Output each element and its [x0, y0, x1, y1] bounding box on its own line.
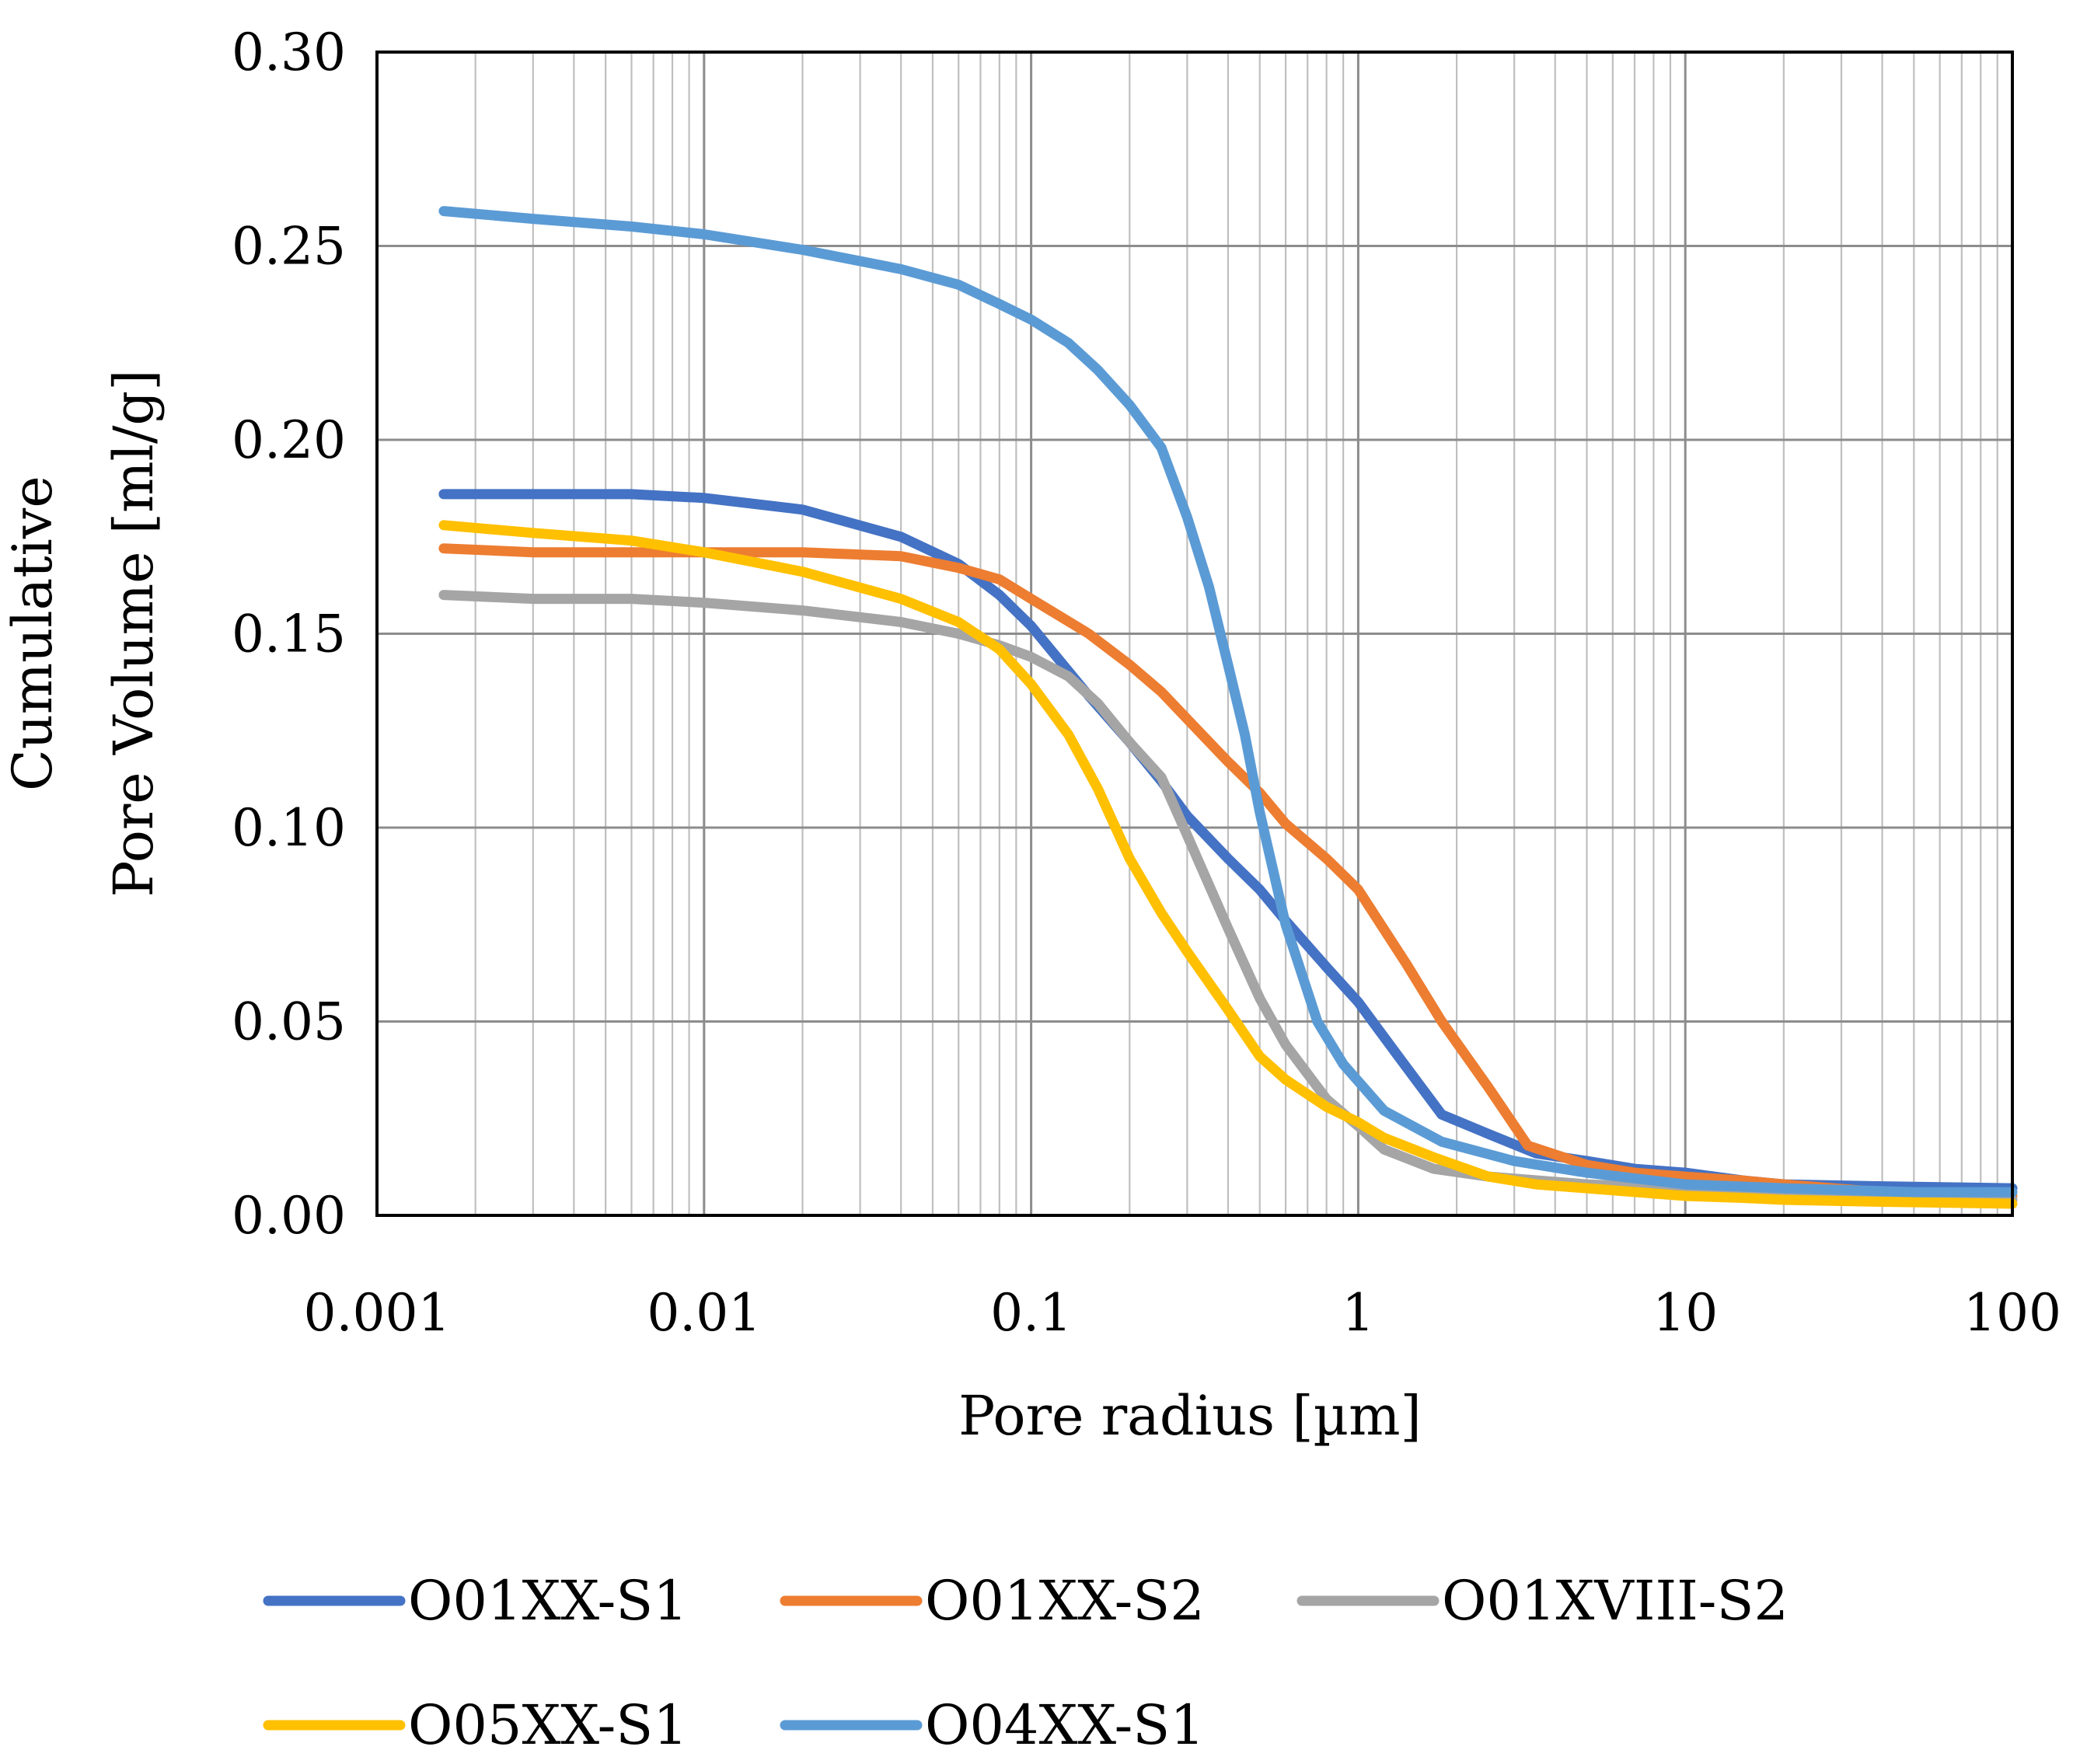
- y-tick-label: 0.30: [232, 23, 346, 82]
- y-tick-label: 0.25: [232, 217, 346, 277]
- series-line-o05xx-s1: [438, 520, 2018, 1209]
- x-tick-label: 100: [1963, 1283, 2061, 1343]
- series-layer: [438, 206, 2018, 1209]
- y-tick-label: 0.20: [232, 410, 346, 470]
- legend-label-o01xx-s1: O01XX-S1: [408, 1569, 688, 1633]
- y-tick-label: 0.15: [232, 605, 346, 664]
- x-tick-labels: 0.001 0.01 0.1 1 10 100: [304, 1283, 2061, 1343]
- plot-frame: [375, 51, 2014, 1217]
- y-axis-title-line-2: Pore Volume [ml/g]: [102, 369, 166, 897]
- legend-label-o01xviii-s2: O01XVIII-S2: [1442, 1569, 1789, 1633]
- y-tick-labels: 0.00 0.05 0.10 0.15 0.20 0.25 0.30: [232, 23, 346, 1246]
- y-tick-label: 0.05: [232, 992, 346, 1052]
- y-tick-label: 0.00: [232, 1186, 346, 1246]
- y-axis-title-line-1: Cumulative: [1, 476, 65, 791]
- x-tick-label: 0.1: [990, 1283, 1072, 1343]
- x-axis-title: Pore radius [µm]: [958, 1384, 1422, 1448]
- x-tick-label: 1: [1342, 1283, 1374, 1343]
- legend: O01XX-S1 O01XX-S2 O01XVIII-S2 O05XX-S1 O04XX…: [263, 1569, 1789, 1757]
- legend-label-o04xx-s1: O04XX-S1: [925, 1693, 1205, 1757]
- x-tick-label: 0.001: [304, 1283, 451, 1343]
- legend-label-o01xx-s2: O01XX-S2: [925, 1569, 1205, 1633]
- y-tick-label: 0.10: [232, 798, 346, 858]
- series-line-o04xx-s1: [438, 206, 2018, 1197]
- x-tick-label: 10: [1652, 1283, 1718, 1343]
- x-tick-label: 0.01: [647, 1283, 761, 1343]
- legend-label-o05xx-s1: O05XX-S1: [408, 1693, 688, 1757]
